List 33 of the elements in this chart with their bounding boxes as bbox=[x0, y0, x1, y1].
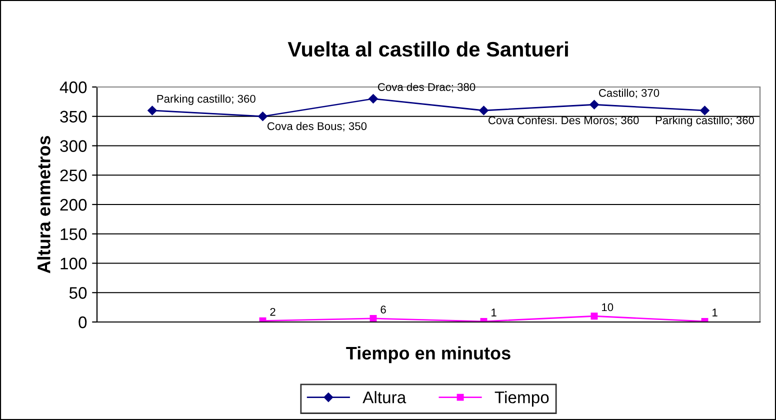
data-label: 1 bbox=[712, 308, 718, 316]
point bbox=[700, 106, 710, 116]
y-tick-label: 250 bbox=[60, 170, 87, 182]
data-label: Parking castillo; 360 bbox=[656, 116, 754, 126]
point bbox=[590, 100, 599, 110]
y-tick-label: 100 bbox=[60, 258, 87, 270]
data-label: 1 bbox=[492, 308, 496, 316]
y-axis-title: Altura enmetros bbox=[37, 136, 50, 274]
point bbox=[590, 312, 598, 320]
legend-label: Altura bbox=[362, 391, 406, 404]
y-tick-label: 200 bbox=[60, 198, 87, 211]
y-tick-label: 300 bbox=[60, 140, 87, 152]
point bbox=[479, 106, 488, 116]
point bbox=[148, 106, 157, 116]
y-tick-label: 0 bbox=[78, 316, 87, 328]
data-label: Castillo; 370 bbox=[598, 88, 660, 98]
point bbox=[368, 94, 378, 104]
data-label: Cova Confesi. Des Moros; 360 bbox=[488, 116, 639, 126]
y-tick-label: 350 bbox=[60, 110, 87, 123]
point bbox=[258, 112, 268, 121]
data-label: Cova des Drac; 380 bbox=[378, 82, 476, 92]
data-label: Cova des Bous; 350 bbox=[267, 122, 367, 132]
data-label: Parking castillo; 360 bbox=[157, 94, 256, 105]
data-label: 2 bbox=[270, 308, 276, 316]
point bbox=[370, 315, 377, 322]
y-tick-label: 50 bbox=[69, 287, 87, 299]
y-tick-label: 400 bbox=[60, 81, 87, 94]
data-label: 10 bbox=[602, 303, 614, 312]
legend-label: Tiempo bbox=[494, 391, 549, 407]
y-tick-label: 150 bbox=[60, 228, 87, 240]
x-axis-title: Tiempo en minutos bbox=[346, 346, 510, 364]
data-label: 6 bbox=[380, 306, 386, 314]
chart-title: Vuelta al castillo de Santueri bbox=[288, 41, 568, 57]
